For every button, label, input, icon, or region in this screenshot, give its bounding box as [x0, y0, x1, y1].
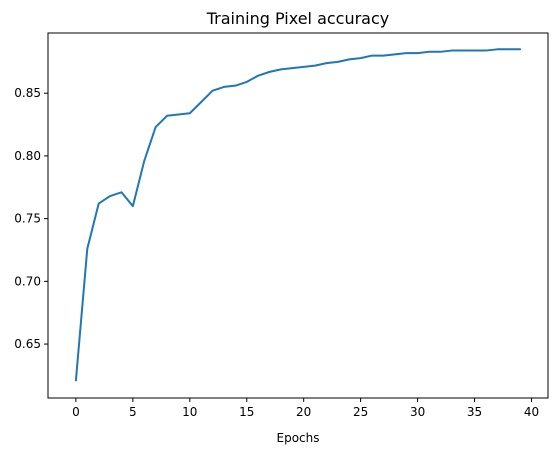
x-tick-label: 10: [182, 405, 197, 419]
x-tick-label: 40: [524, 405, 539, 419]
x-tick-label: 15: [239, 405, 254, 419]
x-tick-label: 5: [129, 405, 137, 419]
series-line: [76, 49, 520, 380]
y-tick-label: 0.65: [14, 337, 41, 351]
chart-title: Training Pixel accuracy: [206, 9, 390, 28]
y-tick-label: 0.80: [14, 149, 41, 163]
y-tick-label: 0.75: [14, 212, 41, 226]
plot-area: 0 5 10 15 20 25 30 35 40 0.65 0.70 0.75 0.80 0.85: [14, 33, 548, 419]
x-axis: 0 5 10 15 20 25 30 35 40: [72, 398, 539, 419]
x-tick-label: 30: [410, 405, 425, 419]
x-tick-label: 35: [467, 405, 482, 419]
plot-frame: [48, 33, 548, 398]
x-tick-label: 0: [72, 405, 80, 419]
y-tick-label: 0.70: [14, 274, 41, 288]
y-axis: 0.65 0.70 0.75 0.80 0.85: [14, 86, 48, 351]
x-tick-label: 25: [353, 405, 368, 419]
x-axis-label: Epochs: [277, 431, 320, 445]
series-layer: [76, 49, 520, 380]
y-tick-label: 0.85: [14, 86, 41, 100]
x-tick-label: 20: [296, 405, 311, 419]
